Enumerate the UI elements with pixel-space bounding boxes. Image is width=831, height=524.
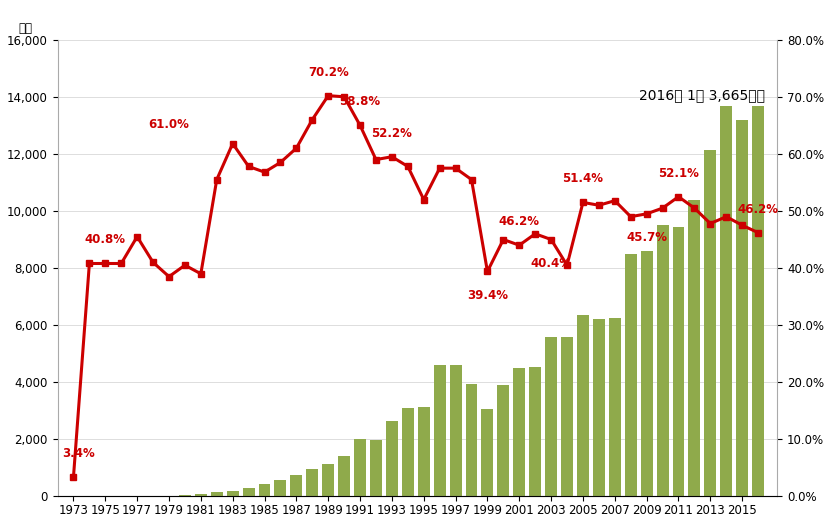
Bar — [529, 366, 541, 496]
Bar — [370, 440, 382, 496]
Bar — [752, 106, 764, 496]
Text: 45.7%: 45.7% — [626, 231, 667, 244]
Bar — [720, 106, 732, 496]
Text: 2016년 1조 3,665억원: 2016년 1조 3,665억원 — [639, 89, 765, 103]
Bar — [386, 421, 398, 496]
Bar — [625, 254, 637, 496]
Bar — [609, 318, 621, 496]
Bar — [736, 119, 748, 496]
Bar — [243, 488, 254, 496]
Text: 51.4%: 51.4% — [563, 172, 603, 185]
Bar — [258, 484, 271, 496]
Text: 40.4%: 40.4% — [531, 257, 572, 270]
Bar — [561, 336, 573, 496]
Bar — [450, 365, 461, 496]
Text: 3.4%: 3.4% — [61, 447, 95, 460]
Text: 40.8%: 40.8% — [85, 233, 125, 246]
Bar — [354, 439, 366, 496]
Bar — [514, 368, 525, 496]
Bar — [227, 491, 238, 496]
Bar — [672, 227, 685, 496]
Bar — [656, 225, 669, 496]
Bar — [593, 320, 605, 496]
Text: 52.1%: 52.1% — [658, 167, 699, 180]
Text: 52.2%: 52.2% — [371, 127, 412, 139]
Text: 억원: 억원 — [18, 22, 32, 35]
Text: 39.4%: 39.4% — [467, 289, 508, 302]
Bar — [290, 475, 302, 496]
Bar — [338, 456, 350, 496]
Bar — [274, 480, 287, 496]
Bar — [498, 385, 509, 496]
Bar — [641, 251, 652, 496]
Bar — [418, 407, 430, 496]
Bar — [434, 365, 445, 496]
Bar — [322, 464, 334, 496]
Text: 58.8%: 58.8% — [340, 95, 381, 108]
Bar — [705, 149, 716, 496]
Bar — [211, 493, 223, 496]
Text: 46.2%: 46.2% — [738, 203, 779, 215]
Bar — [545, 336, 557, 496]
Bar — [402, 408, 414, 496]
Bar — [179, 495, 191, 496]
Text: 70.2%: 70.2% — [307, 66, 348, 79]
Bar — [481, 409, 494, 496]
Bar — [307, 470, 318, 496]
Text: 46.2%: 46.2% — [499, 215, 540, 228]
Text: 61.0%: 61.0% — [149, 118, 189, 131]
Bar — [577, 315, 589, 496]
Bar — [465, 384, 478, 496]
Bar — [688, 200, 701, 496]
Bar — [194, 494, 207, 496]
